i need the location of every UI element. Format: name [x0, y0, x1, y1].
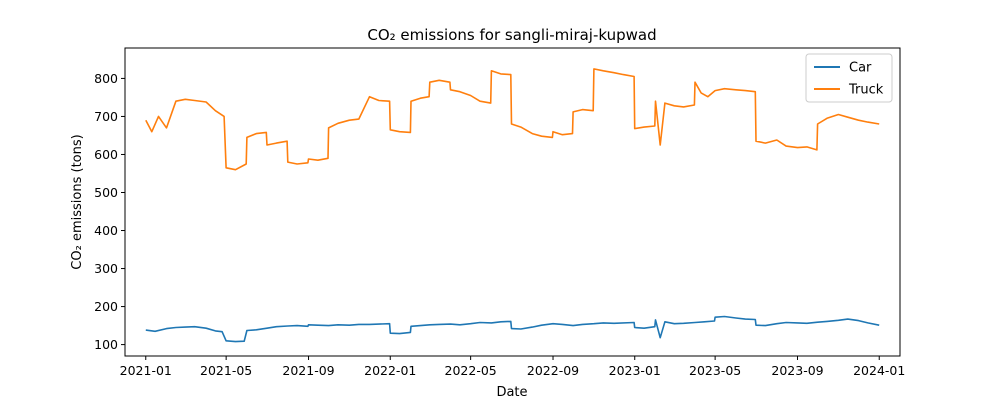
x-tick-label: 2022-05 — [445, 363, 497, 378]
y-tick-label: 300 — [94, 261, 118, 276]
x-tick-label: 2024-01 — [853, 363, 905, 378]
y-axis-label: CO₂ emissions (tons) — [70, 134, 85, 269]
legend: Car Truck — [805, 53, 893, 103]
x-tick-label: 2021-09 — [282, 363, 334, 378]
x-tick-label: 2023-05 — [689, 363, 741, 378]
series-layer — [145, 68, 880, 343]
series-line-car — [145, 315, 880, 343]
x-tick-label: 2023-01 — [609, 363, 661, 378]
x-tick-label: 2023-09 — [771, 363, 823, 378]
y-tick-label: 400 — [94, 223, 118, 238]
legend-label-truck: Truck — [848, 83, 884, 98]
x-tick-label: 2022-01 — [364, 363, 416, 378]
x-tick-label: 2021-01 — [120, 363, 172, 378]
x-tick-label: 2021-05 — [200, 363, 252, 378]
legend-label-car: Car — [849, 61, 872, 76]
y-tick-label: 800 — [94, 71, 118, 86]
y-tick-label: 600 — [94, 147, 118, 162]
y-axis: 100 200 300 400 500 600 700 800 — [94, 71, 125, 352]
plot-area — [124, 47, 901, 357]
series-line-truck — [145, 68, 880, 171]
plot-frame — [124, 47, 901, 357]
y-tick-label: 700 — [94, 109, 118, 124]
y-tick-label: 100 — [94, 337, 118, 352]
y-tick-label: 500 — [94, 185, 118, 200]
x-axis-label: Date — [496, 385, 527, 400]
y-tick-label: 200 — [94, 299, 118, 314]
x-tick-label: 2022-09 — [527, 363, 579, 378]
x-axis: 2021-01 2021-05 2021-09 2022-01 2022-05 2022-… — [120, 356, 905, 378]
chart-title: CO₂ emissions for sangli-miraj-kupwad — [367, 26, 656, 44]
